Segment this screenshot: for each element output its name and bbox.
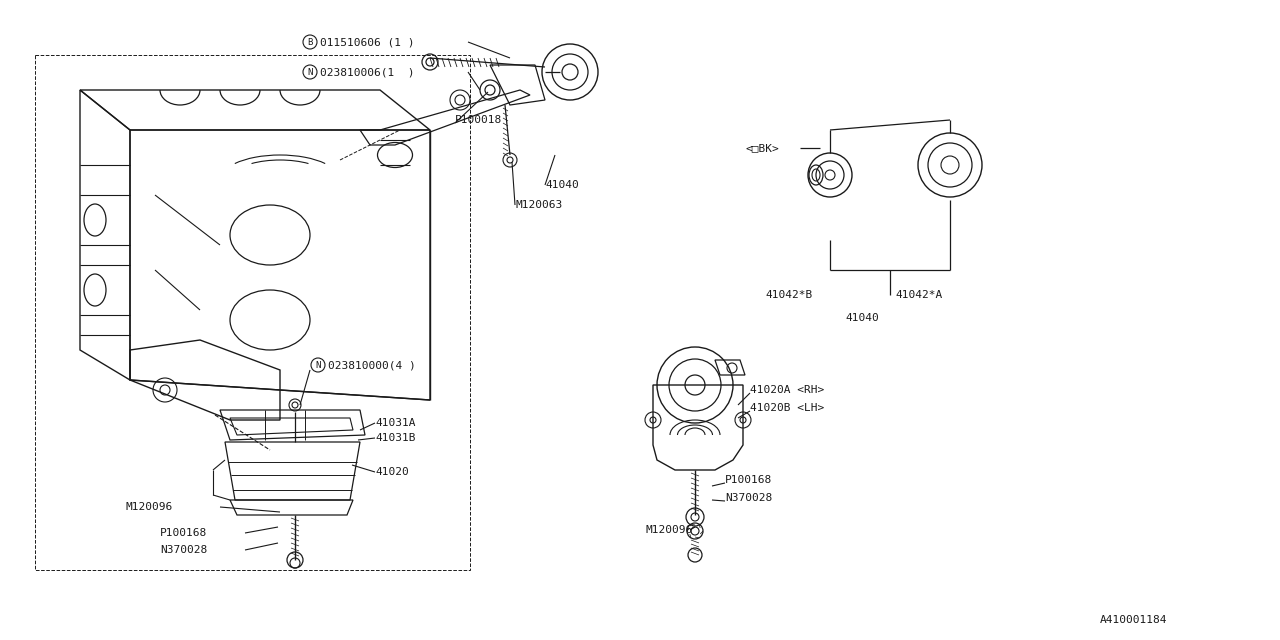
Text: 41042*A: 41042*A: [895, 290, 942, 300]
Text: 41020B <LH>: 41020B <LH>: [750, 403, 824, 413]
Text: N: N: [307, 67, 312, 77]
Text: 41031A: 41031A: [375, 418, 416, 428]
Text: M120063: M120063: [515, 200, 562, 210]
Text: 011510606 (1 ): 011510606 (1 ): [320, 37, 415, 47]
Text: M120096: M120096: [645, 525, 692, 535]
Text: 41040: 41040: [545, 180, 579, 190]
Text: N370028: N370028: [160, 545, 207, 555]
Text: 023810006(1  ): 023810006(1 ): [320, 67, 415, 77]
Text: 41040: 41040: [845, 313, 879, 323]
Text: A410001184: A410001184: [1100, 615, 1167, 625]
Text: 41042*B: 41042*B: [765, 290, 813, 300]
Text: P100168: P100168: [160, 528, 207, 538]
Text: B: B: [307, 38, 312, 47]
Text: N: N: [315, 360, 321, 369]
Text: 023810000(4 ): 023810000(4 ): [328, 360, 416, 370]
Text: 41020A <RH>: 41020A <RH>: [750, 385, 824, 395]
Text: 41020: 41020: [375, 467, 408, 477]
Text: <□BK>: <□BK>: [745, 143, 778, 153]
Text: M120096: M120096: [125, 502, 173, 512]
Text: N370028: N370028: [724, 493, 772, 503]
Text: P100018: P100018: [454, 115, 502, 125]
Text: P100168: P100168: [724, 475, 772, 485]
Text: 41031B: 41031B: [375, 433, 416, 443]
